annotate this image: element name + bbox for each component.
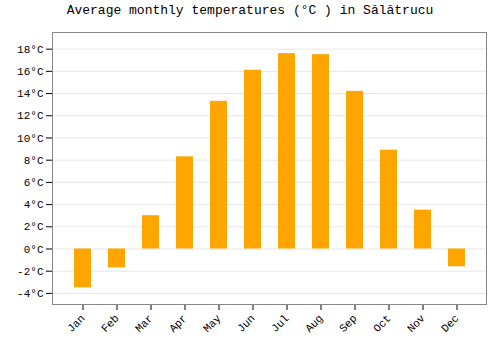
svg-text:Jul: Jul xyxy=(269,312,291,334)
svg-text:16°C: 16°C xyxy=(17,66,44,78)
svg-text:Oct: Oct xyxy=(371,312,393,334)
svg-text:Aug: Aug xyxy=(303,312,325,334)
html-text:Average monthly temperatures (: Average monthly temperatures (°C ) in Să… xyxy=(66,3,434,18)
svg-text:Sep: Sep xyxy=(337,312,359,334)
svg-text:2°C: 2°C xyxy=(24,221,44,233)
svg-text:6°C: 6°C xyxy=(24,177,44,189)
svg-text:14°C: 14°C xyxy=(17,88,44,100)
svg-text:-4°C: -4°C xyxy=(17,288,44,300)
svg-text:18°C: 18°C xyxy=(17,44,44,56)
svg-text:Jan: Jan xyxy=(65,312,87,334)
svg-text:Dec: Dec xyxy=(439,312,461,334)
svg-text:May: May xyxy=(201,312,224,335)
svg-text:Apr: Apr xyxy=(167,312,189,334)
svg-text:0°C: 0°C xyxy=(24,244,44,256)
svg-text:Feb: Feb xyxy=(99,312,121,334)
svg-text:10°C: 10°C xyxy=(17,132,44,144)
svg-text:-2°C: -2°C xyxy=(17,266,44,278)
svg-text:12°C: 12°C xyxy=(17,110,44,122)
svg-text:Nov: Nov xyxy=(405,312,428,335)
svg-text:4°C: 4°C xyxy=(24,199,44,211)
svg-text:8°C: 8°C xyxy=(24,155,44,167)
svg-text:Jun: Jun xyxy=(235,312,257,334)
svg-text:Mar: Mar xyxy=(133,312,155,334)
